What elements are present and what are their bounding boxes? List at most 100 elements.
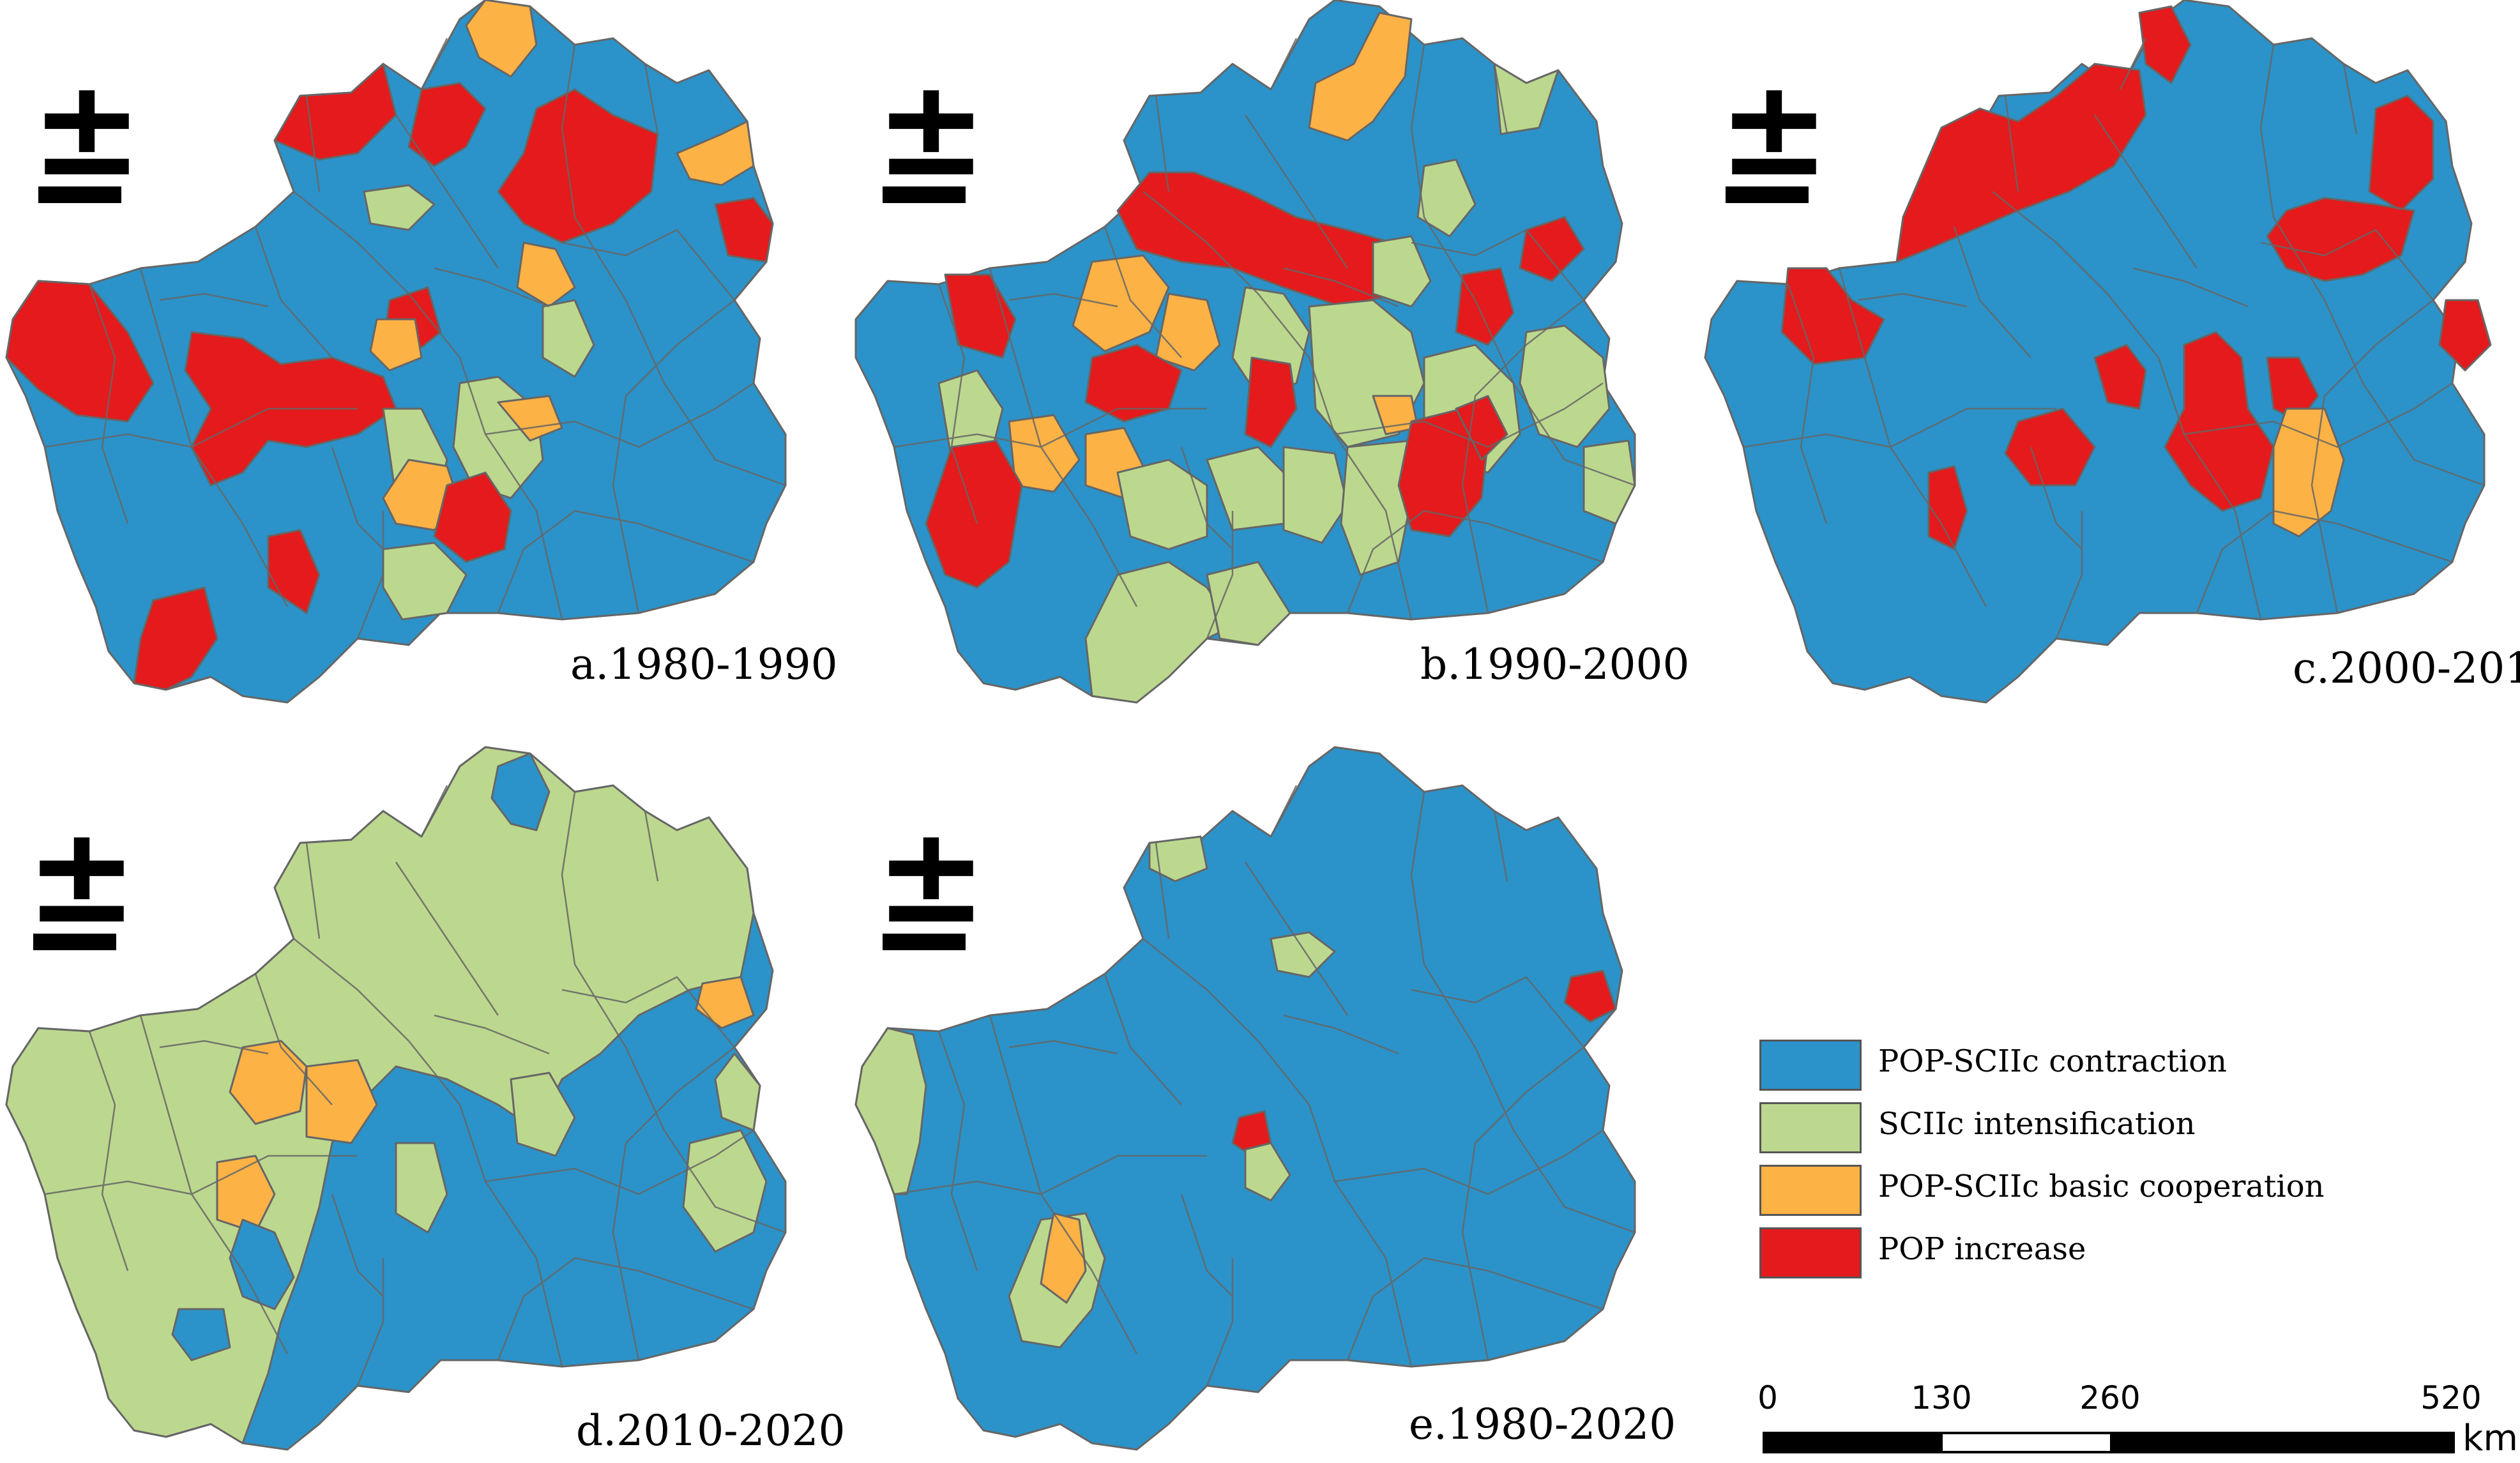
district-boundaries [44, 38, 786, 639]
scale-label-0: 0 [1757, 1379, 1778, 1416]
district-region [2266, 197, 2415, 282]
district-boundaries [893, 38, 1636, 639]
legend-label: SCIIc intensification [1878, 1106, 2196, 1142]
legend-label: POP-SCIIc basic cooperation [1878, 1169, 2325, 1204]
district-region [714, 197, 774, 263]
map-panel-d: ± d.2010-2020 [0, 746, 845, 1456]
district-region [1040, 1212, 1087, 1304]
north-arrow-bar [33, 934, 116, 950]
map-a [5, 0, 787, 704]
north-arrow-bar [38, 186, 121, 203]
north-arrow-symbol: ± [31, 50, 143, 206]
north-arrow-bar [883, 186, 966, 203]
district-region [1148, 835, 1208, 883]
panel-caption: b.1990-2000 [1420, 640, 1690, 689]
district-region [1372, 235, 1432, 308]
district-region [542, 299, 595, 378]
legend-swatch [1759, 1102, 1862, 1153]
north-arrow-bar [883, 934, 966, 950]
district-region [171, 1308, 231, 1361]
district-region [2438, 299, 2492, 372]
map-b [854, 0, 1636, 704]
district-region [2004, 407, 2096, 487]
district-region [1895, 63, 2147, 263]
district-region [363, 184, 436, 231]
district-region [229, 1040, 308, 1125]
district-region [1519, 216, 1585, 282]
district-region [5, 746, 755, 1444]
district-region [1519, 324, 1611, 448]
panel-caption: a.1980-1990 [570, 640, 838, 689]
legend-item-increase: POP increase [1759, 1227, 2398, 1278]
district-region [1244, 356, 1298, 448]
north-arrow: ± [875, 808, 987, 950]
legend-swatch [1759, 1040, 1862, 1091]
district-region [2272, 407, 2345, 538]
legend-swatch [1759, 1165, 1862, 1216]
district-region [695, 976, 755, 1029]
legend-label: POP-SCIIc contraction [1878, 1043, 2228, 1079]
panel-caption: e.1980-2020 [1409, 1400, 1676, 1449]
north-arrow-symbol: ± [875, 797, 987, 953]
district-region [2093, 344, 2147, 410]
district-region [490, 752, 550, 831]
scale-label-130: 130 [1911, 1379, 1972, 1416]
district-region [1244, 1142, 1291, 1202]
district-boundaries [44, 785, 786, 1386]
north-arrow-symbol: ± [26, 797, 138, 953]
scale-unit: km [2463, 1418, 2518, 1459]
legend-item-cooperation: POP-SCIIc basic cooperation [1759, 1165, 2398, 1216]
district-boundaries [1743, 38, 2485, 639]
scale-segment [1940, 1432, 2113, 1453]
district-region [516, 241, 576, 308]
district-region [267, 529, 321, 614]
district-region [2138, 5, 2192, 84]
district-region [497, 88, 659, 244]
district-region [714, 1052, 761, 1132]
map-panel-a: ± a.1980-1990 [0, 0, 838, 709]
district-region [1927, 465, 1968, 550]
map-panel-e: ± e.1980-2020 [849, 746, 1680, 1456]
district-region [1493, 63, 1560, 135]
district-region [1206, 561, 1291, 646]
district-region [1282, 446, 1349, 544]
panel-caption: c.2000-2010 [2293, 644, 2520, 693]
north-arrow: ± [26, 808, 138, 950]
scale-label-520: 520 [2420, 1379, 2482, 1416]
district-region [369, 318, 423, 372]
district-region [395, 1142, 448, 1234]
district-boundaries [893, 785, 1636, 1386]
district-region [1416, 158, 1476, 238]
district-region [5, 280, 155, 423]
district-region [273, 63, 397, 161]
district-region [854, 1027, 927, 1195]
district-region [1072, 254, 1170, 352]
north-arrow: ± [875, 61, 987, 203]
district-region [2164, 331, 2275, 512]
district-region [1563, 969, 1617, 1023]
district-region [407, 82, 487, 167]
district-region [133, 586, 218, 691]
north-arrow-bar [1726, 186, 1809, 203]
legend-label: POP increase [1878, 1231, 2086, 1267]
district-region [465, 0, 538, 78]
district-region [1116, 459, 1208, 550]
district-region [2368, 95, 2434, 212]
district-region [497, 395, 563, 442]
map-panel-c: ± c.2000-2010 [1699, 0, 2520, 709]
district-region [229, 1218, 295, 1310]
district-region [1084, 561, 1234, 704]
north-arrow: ± [31, 61, 143, 203]
district-region [1155, 292, 1221, 372]
scale-segment [2110, 1432, 2455, 1453]
map-c [1704, 0, 2492, 704]
north-arrow-symbol: ± [875, 50, 987, 206]
panel-caption: d.2010-2020 [576, 1406, 846, 1455]
scale-label-260: 260 [2079, 1379, 2141, 1416]
district-region [1455, 267, 1515, 346]
district-region [305, 1059, 378, 1144]
district-region [1308, 11, 1413, 142]
scale-segment [1763, 1432, 1943, 1453]
scale-bar: 0 130 260 520 km [1757, 1379, 2518, 1462]
district-region [510, 1072, 576, 1157]
